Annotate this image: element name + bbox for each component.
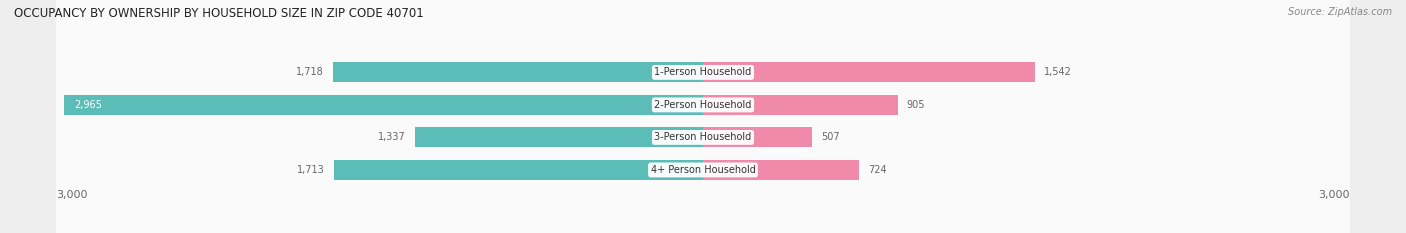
Text: 2-Person Household: 2-Person Household	[654, 100, 752, 110]
Bar	[703, 127, 813, 147]
Text: 724: 724	[868, 165, 886, 175]
FancyBboxPatch shape	[56, 0, 1350, 233]
FancyBboxPatch shape	[56, 0, 1350, 233]
Bar	[703, 160, 859, 180]
Text: 1-Person Household: 1-Person Household	[654, 67, 752, 77]
Text: 2,965: 2,965	[75, 100, 103, 110]
FancyBboxPatch shape	[56, 0, 1350, 233]
Text: 905: 905	[907, 100, 925, 110]
Text: 1,542: 1,542	[1045, 67, 1071, 77]
Text: 4+ Person Household: 4+ Person Household	[651, 165, 755, 175]
Bar	[415, 127, 703, 147]
Bar	[703, 95, 898, 115]
Bar	[333, 62, 703, 82]
Bar	[703, 62, 1035, 82]
Text: OCCUPANCY BY OWNERSHIP BY HOUSEHOLD SIZE IN ZIP CODE 40701: OCCUPANCY BY OWNERSHIP BY HOUSEHOLD SIZE…	[14, 7, 423, 20]
Text: 3,000: 3,000	[1319, 190, 1350, 200]
Text: 3,000: 3,000	[56, 190, 87, 200]
Text: 3-Person Household: 3-Person Household	[654, 132, 752, 142]
Text: 1,337: 1,337	[378, 132, 406, 142]
Text: 1,718: 1,718	[297, 67, 323, 77]
Text: Source: ZipAtlas.com: Source: ZipAtlas.com	[1288, 7, 1392, 17]
Text: 507: 507	[821, 132, 839, 142]
FancyBboxPatch shape	[56, 0, 1350, 233]
Bar	[333, 160, 703, 180]
Bar	[63, 95, 703, 115]
Text: 1,713: 1,713	[297, 165, 325, 175]
